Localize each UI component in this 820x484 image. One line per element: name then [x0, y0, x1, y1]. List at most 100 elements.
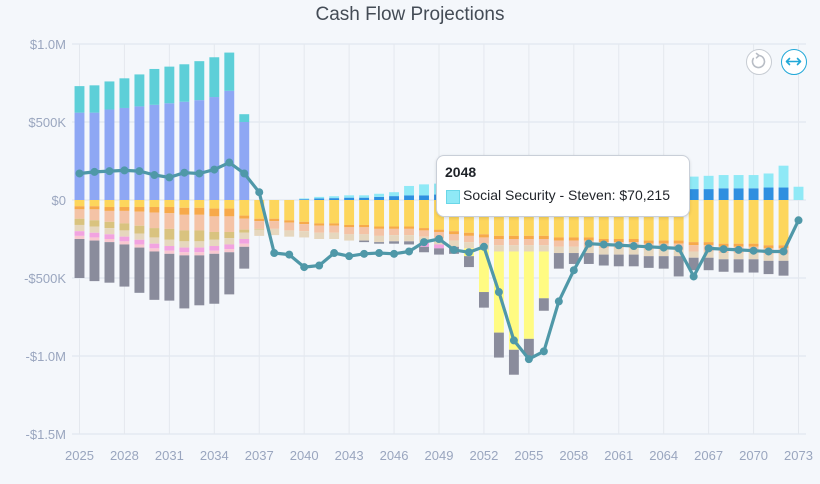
- bar-segment-living-expenses-2068[interactable]: [718, 200, 729, 244]
- bar-segment-education-2026[interactable]: [89, 220, 100, 227]
- bar-segment-charitable-giving-2028[interactable]: [119, 236, 130, 242]
- net-cash-flow-point-2067[interactable]: [704, 244, 713, 253]
- bar-segment-taxes-2034[interactable]: [209, 253, 220, 304]
- net-cash-flow-point-2059[interactable]: [584, 239, 593, 248]
- bar-segment-healthcare-2065[interactable]: [673, 240, 684, 244]
- bar-segment-taxes-2027[interactable]: [104, 242, 115, 283]
- bar-segment-gifts-2036[interactable]: [239, 243, 250, 247]
- bar-segment-living-expenses-2032[interactable]: [179, 200, 190, 208]
- bar-segment-living-expenses-2035[interactable]: [224, 200, 235, 209]
- bar-segment-income-spouse-2030[interactable]: [149, 68, 160, 105]
- bar-segment-charitable-giving-2030[interactable]: [149, 243, 160, 249]
- bar-segment-living-expenses-2031[interactable]: [164, 200, 175, 208]
- bar-segment-taxes-2026[interactable]: [89, 240, 100, 282]
- bar-segment-gifts-2027[interactable]: [104, 239, 115, 243]
- bar-segment-insurance-2067[interactable]: [703, 251, 714, 258]
- net-cash-flow-point-2029[interactable]: [135, 167, 144, 176]
- bar-segment-gifts-2031[interactable]: [164, 250, 175, 254]
- bar-segment-social-security-spouse-2071[interactable]: [763, 187, 774, 200]
- bar-segment-healthcare-2061[interactable]: [613, 239, 624, 243]
- net-cash-flow-point-2030[interactable]: [150, 171, 159, 180]
- bar-segment-charitable-giving-2032[interactable]: [179, 247, 190, 253]
- bar-segment-insurance-2045[interactable]: [374, 235, 385, 243]
- bar-segment-healthcare-2027[interactable]: [104, 207, 115, 211]
- net-cash-flow-point-2036[interactable]: [240, 169, 249, 178]
- net-cash-flow-point-2040[interactable]: [300, 263, 309, 272]
- bar-segment-living-expenses-2036[interactable]: [239, 200, 250, 216]
- bar-segment-social-security-spouse-2041[interactable]: [314, 198, 325, 200]
- bar-segment-social-security-steven-2068[interactable]: [718, 175, 729, 189]
- net-cash-flow-point-2048[interactable]: [420, 238, 429, 247]
- bar-segment-healthcare-2064[interactable]: [658, 240, 669, 244]
- bar-segment-healthcare-2056[interactable]: [538, 235, 549, 239]
- net-cash-flow-point-2026[interactable]: [90, 167, 99, 176]
- bar-segment-other-expenses-2046[interactable]: [389, 228, 400, 236]
- bar-segment-taxes-2049[interactable]: [434, 248, 444, 255]
- bar-segment-living-expenses-2053[interactable]: [493, 200, 504, 236]
- net-cash-flow-point-2073[interactable]: [794, 216, 803, 225]
- bar-segment-charitable-giving-2029[interactable]: [134, 239, 145, 245]
- bar-segment-taxes-2060[interactable]: [598, 254, 609, 266]
- bar-segment-income-steven-2029[interactable]: [134, 106, 145, 200]
- bar-segment-insurance-2043[interactable]: [344, 234, 355, 241]
- net-cash-flow-point-2069[interactable]: [734, 245, 743, 254]
- bar-segment-healthcare-2025[interactable]: [74, 206, 85, 210]
- bar-segment-education-2034[interactable]: [209, 231, 220, 240]
- bar-segment-living-expenses-2058[interactable]: [568, 200, 579, 238]
- bar-segment-other-expenses-2050[interactable]: [449, 234, 459, 241]
- bar-segment-healthcare-2026[interactable]: [89, 206, 100, 210]
- bar-segment-living-expenses-2039[interactable]: [284, 200, 295, 221]
- bar-segment-living-expenses-2055[interactable]: [523, 200, 534, 236]
- bar-segment-social-security-spouse-2070[interactable]: [748, 188, 759, 200]
- bar-segment-living-expenses-2063[interactable]: [643, 200, 654, 241]
- bar-segment-taxes-2035[interactable]: [224, 252, 235, 295]
- bar-segment-social-security-spouse-2068[interactable]: [718, 188, 729, 200]
- bar-segment-income-spouse-2029[interactable]: [134, 74, 145, 107]
- bar-segment-insurance-2059[interactable]: [583, 246, 594, 254]
- bar-segment-large-purchases-2056[interactable]: [538, 251, 549, 299]
- bar-segment-healthcare-2066[interactable]: [688, 242, 699, 246]
- bar-segment-insurance-2065[interactable]: [673, 249, 684, 257]
- bar-segment-living-expenses-2045[interactable]: [374, 200, 385, 227]
- bar-segment-healthcare-2050[interactable]: [449, 231, 459, 235]
- bar-segment-insurance-2036[interactable]: [239, 232, 250, 239]
- bar-segment-charitable-giving-2027[interactable]: [104, 234, 115, 239]
- bar-segment-taxes-2028[interactable]: [119, 244, 130, 287]
- bar-segment-social-security-spouse-2047[interactable]: [404, 195, 414, 200]
- bar-segment-taxes-2065[interactable]: [673, 256, 684, 277]
- bar-segment-social-security-steven-2066[interactable]: [688, 176, 699, 190]
- bar-segment-other-expenses-2066[interactable]: [688, 245, 699, 252]
- bar-segment-insurance-2069[interactable]: [733, 253, 744, 260]
- bar-segment-taxes-2068[interactable]: [718, 259, 729, 272]
- bar-segment-healthcare-2035[interactable]: [224, 208, 235, 217]
- bar-segment-other-expenses-2048[interactable]: [419, 230, 429, 237]
- bar-segment-healthcare-2029[interactable]: [134, 207, 145, 212]
- bar-segment-insurance-2053[interactable]: [493, 245, 504, 252]
- net-cash-flow-point-2034[interactable]: [210, 165, 219, 174]
- bar-segment-social-security-spouse-2067[interactable]: [703, 189, 714, 200]
- bar-segment-taxes-2061[interactable]: [613, 254, 624, 267]
- bar-segment-education-2029[interactable]: [134, 225, 145, 234]
- bar-segment-education-2033[interactable]: [194, 230, 205, 242]
- bar-segment-living-expenses-2042[interactable]: [329, 200, 340, 224]
- bar-segment-taxes-2067[interactable]: [703, 257, 714, 271]
- bar-segment-insurance-2032[interactable]: [179, 241, 190, 248]
- bar-segment-other-expenses-2043[interactable]: [344, 227, 355, 235]
- bar-segment-gifts-2025[interactable]: [74, 235, 85, 239]
- bar-segment-charitable-giving-2033[interactable]: [194, 247, 205, 253]
- bar-segment-insurance-2071[interactable]: [763, 254, 774, 261]
- bar-segment-gifts-2035[interactable]: [224, 249, 235, 253]
- bar-segment-income-steven-2027[interactable]: [104, 109, 115, 200]
- bar-segment-taxes-2045[interactable]: [374, 242, 385, 244]
- bar-segment-healthcare-2039[interactable]: [284, 220, 295, 223]
- bar-segment-insurance-2046[interactable]: [389, 235, 400, 242]
- bar-segment-insurance-2044[interactable]: [359, 234, 370, 241]
- net-cash-flow-point-2032[interactable]: [180, 168, 189, 177]
- bar-segment-insurance-2055[interactable]: [523, 245, 534, 252]
- bar-segment-healthcare-2045[interactable]: [374, 226, 385, 229]
- bar-segment-healthcare-2043[interactable]: [344, 224, 355, 228]
- bar-segment-living-expenses-2030[interactable]: [149, 200, 160, 208]
- bar-segment-other-expenses-2030[interactable]: [149, 212, 160, 229]
- bar-segment-social-security-steven-2048[interactable]: [419, 184, 429, 196]
- net-cash-flow-point-2072[interactable]: [779, 247, 788, 256]
